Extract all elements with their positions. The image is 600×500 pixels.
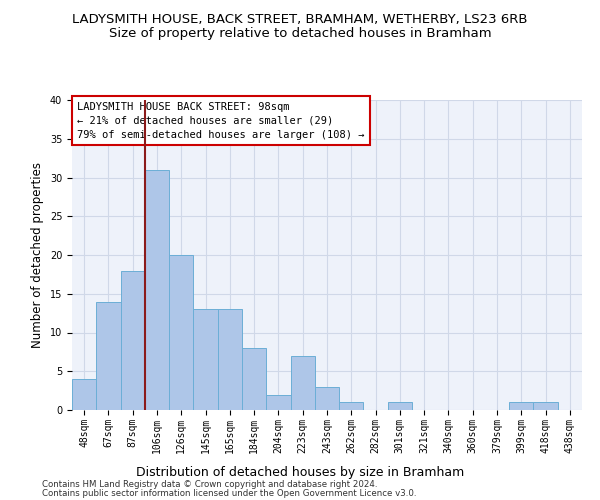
Bar xyxy=(388,402,412,410)
Bar xyxy=(193,309,218,410)
Text: Size of property relative to detached houses in Bramham: Size of property relative to detached ho… xyxy=(109,28,491,40)
Bar xyxy=(96,302,121,410)
Bar xyxy=(218,309,242,410)
Bar xyxy=(339,402,364,410)
Text: LADYSMITH HOUSE, BACK STREET, BRAMHAM, WETHERBY, LS23 6RB: LADYSMITH HOUSE, BACK STREET, BRAMHAM, W… xyxy=(72,12,528,26)
Bar xyxy=(509,402,533,410)
Bar xyxy=(315,387,339,410)
Bar xyxy=(72,379,96,410)
Bar xyxy=(121,270,145,410)
Text: Contains public sector information licensed under the Open Government Licence v3: Contains public sector information licen… xyxy=(42,488,416,498)
Text: LADYSMITH HOUSE BACK STREET: 98sqm
← 21% of detached houses are smaller (29)
79%: LADYSMITH HOUSE BACK STREET: 98sqm ← 21%… xyxy=(77,102,365,140)
Bar xyxy=(533,402,558,410)
Text: Distribution of detached houses by size in Bramham: Distribution of detached houses by size … xyxy=(136,466,464,479)
Bar xyxy=(290,356,315,410)
Bar xyxy=(266,394,290,410)
Bar xyxy=(145,170,169,410)
Text: Contains HM Land Registry data © Crown copyright and database right 2024.: Contains HM Land Registry data © Crown c… xyxy=(42,480,377,489)
Bar xyxy=(169,255,193,410)
Y-axis label: Number of detached properties: Number of detached properties xyxy=(31,162,44,348)
Bar xyxy=(242,348,266,410)
